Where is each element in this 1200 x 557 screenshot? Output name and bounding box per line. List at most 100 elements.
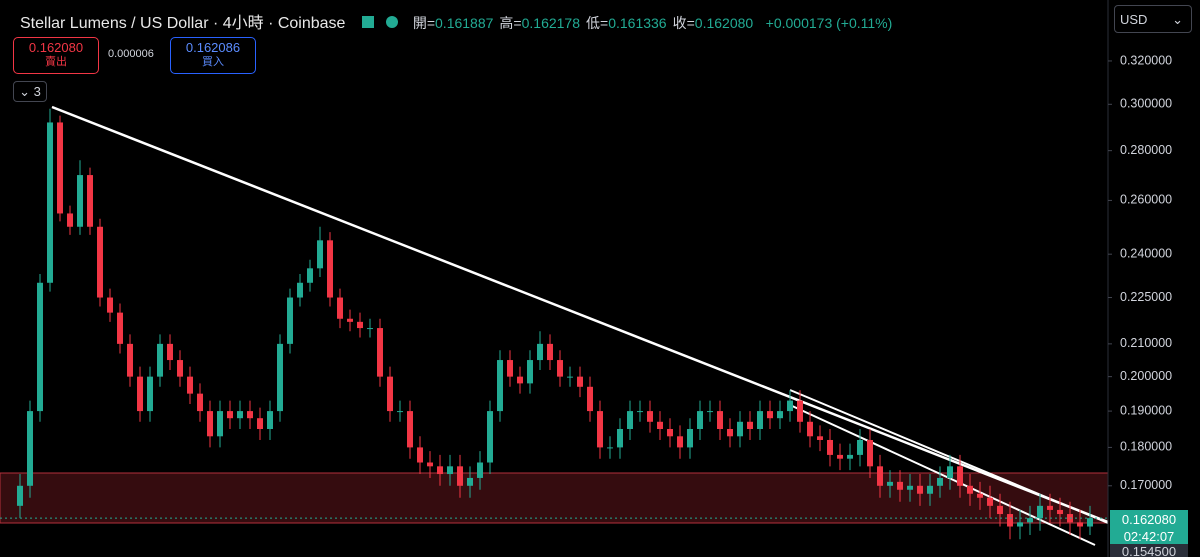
candle-body bbox=[1027, 518, 1033, 523]
candle-body bbox=[237, 411, 243, 419]
buy-label: 買入 bbox=[202, 56, 224, 68]
candle-body bbox=[47, 122, 53, 283]
caret: ⌄ bbox=[1172, 12, 1183, 27]
candle-body bbox=[397, 411, 403, 413]
candle-body bbox=[977, 493, 983, 498]
candle-body bbox=[587, 386, 593, 412]
trend-line bbox=[51, 105, 1109, 524]
sell-label: 賣出 bbox=[45, 56, 67, 68]
y-tick-label: 0.300000 bbox=[1120, 97, 1172, 111]
candle-body bbox=[287, 297, 293, 344]
candle-body bbox=[967, 485, 973, 494]
candle-body bbox=[707, 411, 713, 413]
candle-body bbox=[367, 328, 373, 330]
ohlc-key: 高= bbox=[499, 15, 522, 31]
candle-body bbox=[887, 481, 893, 486]
candle-body bbox=[807, 421, 813, 437]
candle-body bbox=[427, 462, 433, 467]
flag-icon bbox=[361, 16, 374, 28]
candle-body bbox=[1057, 509, 1063, 515]
candle-body bbox=[257, 418, 263, 430]
candle-body bbox=[317, 240, 323, 269]
sell-price: 0.162080 bbox=[28, 40, 84, 55]
candle-body bbox=[1087, 518, 1093, 527]
red-zone bbox=[0, 472, 1109, 524]
candle-body bbox=[307, 268, 313, 283]
candle-body bbox=[647, 411, 653, 422]
candle-body bbox=[557, 360, 563, 377]
ohlc-value: 0.162178 bbox=[521, 15, 581, 31]
candle-body bbox=[217, 411, 223, 437]
buy-button[interactable]: 0.162086 買入 bbox=[170, 37, 256, 74]
status-dot bbox=[386, 16, 399, 28]
candle-body bbox=[637, 411, 643, 413]
candle-body bbox=[417, 447, 423, 463]
candle-body bbox=[607, 447, 613, 449]
y-tick-label: 0.210000 bbox=[1120, 336, 1172, 350]
candle-body bbox=[117, 312, 123, 344]
indicators-toggle[interactable]: ⌄ 3 bbox=[13, 81, 47, 102]
y-tick-label: 0.170000 bbox=[1120, 478, 1172, 492]
candle-body bbox=[907, 485, 913, 490]
ohlc-value: 0.162080 bbox=[694, 15, 754, 31]
candle-body bbox=[247, 411, 253, 419]
candle-body bbox=[477, 462, 483, 478]
candle-body bbox=[387, 376, 393, 412]
currency: USD bbox=[1120, 12, 1148, 27]
currency-select[interactable]: USD ⌄ bbox=[1114, 5, 1192, 33]
candle-body bbox=[1037, 505, 1043, 519]
candle-body bbox=[337, 297, 343, 319]
candle-body bbox=[437, 466, 443, 475]
candle-body bbox=[227, 411, 233, 419]
candle-body bbox=[747, 421, 753, 430]
indicator-count: 3 bbox=[33, 84, 41, 99]
candle-body bbox=[327, 240, 333, 298]
candle-body bbox=[737, 421, 743, 437]
candle-body bbox=[177, 360, 183, 377]
symbol-title: Stellar Lumens / US Dollar · 4小時 · Coinb… bbox=[20, 15, 346, 32]
candle-body bbox=[57, 122, 63, 214]
candle-body bbox=[937, 477, 943, 486]
low-label: 0.154500 bbox=[1110, 544, 1188, 557]
candle-body bbox=[867, 439, 873, 467]
y-tick-label: 0.240000 bbox=[1120, 246, 1172, 260]
candle-body bbox=[297, 282, 303, 298]
candle-body bbox=[87, 175, 93, 227]
candle-body bbox=[447, 466, 453, 475]
candle-body bbox=[877, 466, 883, 486]
candle-body bbox=[567, 376, 573, 378]
candle-body bbox=[1017, 522, 1023, 527]
candle-body bbox=[147, 376, 153, 412]
candle-body bbox=[987, 497, 993, 506]
candle-body bbox=[527, 360, 533, 384]
candle-body bbox=[517, 376, 523, 384]
candle-body bbox=[267, 411, 273, 430]
ohlc: 開=0.161887 高=0.162178 低=0.161336 收=0.162080 bbox=[407, 15, 753, 32]
candle-body bbox=[677, 436, 683, 448]
candle-body bbox=[537, 343, 543, 361]
candle-body bbox=[207, 411, 213, 437]
candle-body bbox=[847, 454, 853, 459]
spread: 0.000006 bbox=[108, 48, 154, 60]
sell-button[interactable]: 0.162080 賣出 bbox=[13, 37, 99, 74]
candle-body bbox=[997, 505, 1003, 515]
candle-body bbox=[137, 376, 143, 412]
candle-body bbox=[717, 411, 723, 430]
candle-body bbox=[817, 436, 823, 440]
candle-body bbox=[1007, 514, 1013, 527]
ohlc-value: 0.161336 bbox=[608, 15, 667, 31]
y-tick-label: 0.260000 bbox=[1120, 193, 1172, 207]
candle-body bbox=[457, 466, 463, 486]
candle-body bbox=[797, 400, 803, 422]
price-label: 0.162080 02:42:07 bbox=[1110, 510, 1188, 548]
candle-body bbox=[1077, 522, 1083, 527]
candle-body bbox=[577, 376, 583, 387]
y-tick-label: 0.320000 bbox=[1120, 53, 1172, 67]
candle-body bbox=[757, 411, 763, 430]
candle-body bbox=[927, 485, 933, 494]
channel-bottom bbox=[789, 404, 1096, 546]
last-price: 0.162080 bbox=[1121, 512, 1177, 528]
candle-body bbox=[1047, 505, 1053, 510]
